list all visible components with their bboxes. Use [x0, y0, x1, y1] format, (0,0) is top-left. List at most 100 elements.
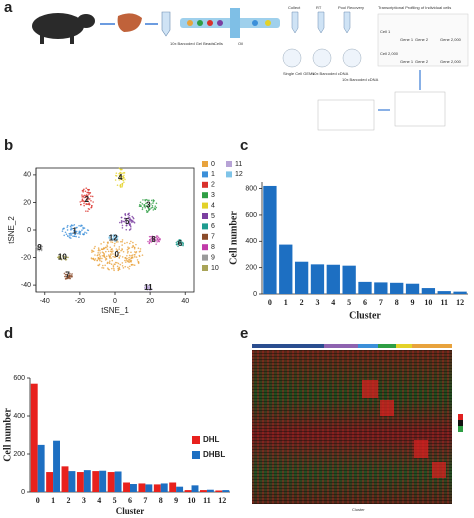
- tube-icon: [161, 11, 171, 37]
- cell-point: [148, 288, 151, 290]
- cell-point: [80, 203, 82, 206]
- cell-point: [83, 204, 85, 207]
- cell-point: [177, 245, 179, 248]
- cell-point: [114, 261, 117, 264]
- cell-point: [70, 234, 73, 236]
- y-tick-label: 20: [23, 199, 31, 206]
- cell-point: [65, 233, 68, 235]
- cell-point: [58, 256, 60, 259]
- cell-point: [106, 241, 109, 244]
- x-tick-label: 7: [379, 298, 383, 307]
- cell-point: [109, 246, 112, 249]
- cell-point: [135, 251, 138, 253]
- cell-point: [127, 266, 129, 269]
- bar: [68, 471, 76, 492]
- y-tick-label: 0: [253, 291, 257, 298]
- cell-point: [112, 250, 114, 252]
- bar: [37, 444, 45, 492]
- cell-point: [130, 219, 133, 221]
- tube-icon: [343, 11, 351, 34]
- bead: [207, 20, 213, 26]
- legend-label: 8: [211, 244, 215, 251]
- cell-point: [119, 175, 122, 178]
- bar: [114, 471, 122, 492]
- legend-label: 0: [211, 161, 215, 168]
- heatmap-key: [458, 426, 463, 432]
- cell-point: [113, 263, 116, 265]
- cell-point: [66, 235, 69, 237]
- x-tick-label: 8: [395, 298, 399, 307]
- bar: [200, 490, 207, 492]
- cell-point: [126, 254, 128, 257]
- x-tick-label: 10: [188, 496, 196, 505]
- x-tick-label: 11: [440, 298, 448, 307]
- cell-point: [88, 193, 90, 196]
- x-tick-label: 1: [51, 496, 55, 505]
- x-tick-label: 12: [456, 298, 464, 307]
- cell-point: [121, 239, 124, 241]
- panel-label: c: [240, 137, 248, 154]
- heatmap-block: [380, 400, 394, 416]
- cell-point: [114, 235, 117, 238]
- cell-point: [131, 256, 134, 258]
- cell-point: [63, 234, 65, 237]
- y-tick-label: 600: [13, 375, 25, 382]
- cell-point: [66, 226, 69, 228]
- x-tick-label: 3: [315, 298, 319, 307]
- cell-point: [150, 241, 153, 243]
- cell-point: [121, 168, 123, 171]
- cell-point: [79, 201, 82, 203]
- matrix-label: Gene 2: [415, 37, 429, 42]
- cell-point: [111, 259, 114, 262]
- bar: [83, 470, 91, 492]
- cell-point: [156, 235, 159, 237]
- cell-point: [122, 250, 125, 253]
- cell-point: [84, 190, 87, 193]
- cell-point: [122, 176, 125, 179]
- cell-point: [64, 231, 67, 234]
- cell-point: [105, 250, 107, 253]
- cell-point: [150, 203, 152, 205]
- cell-point: [124, 261, 127, 263]
- x-tick-label: 0: [36, 496, 40, 505]
- cluster-bar: [252, 344, 324, 348]
- cell-point: [127, 250, 129, 253]
- cell-point: [138, 250, 141, 253]
- cell-point: [126, 249, 129, 251]
- cell-point: [63, 275, 66, 278]
- cell-point: [35, 246, 37, 248]
- cell-point: [74, 227, 76, 229]
- cell-point: [113, 267, 115, 270]
- bar: [145, 484, 153, 492]
- cell-point: [37, 246, 39, 248]
- bead: [197, 20, 203, 26]
- cell-point: [111, 248, 113, 250]
- cell-point: [137, 262, 140, 265]
- cell-point: [73, 232, 76, 234]
- cell-point: [130, 226, 132, 228]
- cell-point: [87, 210, 89, 213]
- cell-point: [122, 179, 125, 182]
- cluster-label: 10: [58, 253, 67, 262]
- cell-point: [100, 260, 103, 263]
- cell-point: [153, 238, 155, 241]
- cell-point: [97, 249, 100, 252]
- plot-frame: [35, 167, 195, 293]
- cell-point: [120, 172, 123, 174]
- cell-point: [175, 241, 178, 244]
- cell-point: [70, 228, 72, 231]
- cell-point: [154, 208, 157, 211]
- cell-point: [65, 277, 68, 280]
- cell-point: [39, 245, 41, 248]
- bead: [217, 20, 223, 26]
- workflow: 10x Barcoded Gel Beads Cells Oil Collect…: [32, 5, 469, 131]
- cluster-label: 3: [146, 200, 151, 209]
- cell-point: [38, 249, 41, 252]
- cell-point: [124, 219, 127, 222]
- matrix-label: Gene 1: [400, 59, 414, 64]
- bar: [191, 485, 199, 492]
- cell-point: [128, 214, 131, 217]
- cell-point: [96, 259, 98, 262]
- cell-point: [117, 267, 119, 270]
- cell-point: [139, 205, 142, 207]
